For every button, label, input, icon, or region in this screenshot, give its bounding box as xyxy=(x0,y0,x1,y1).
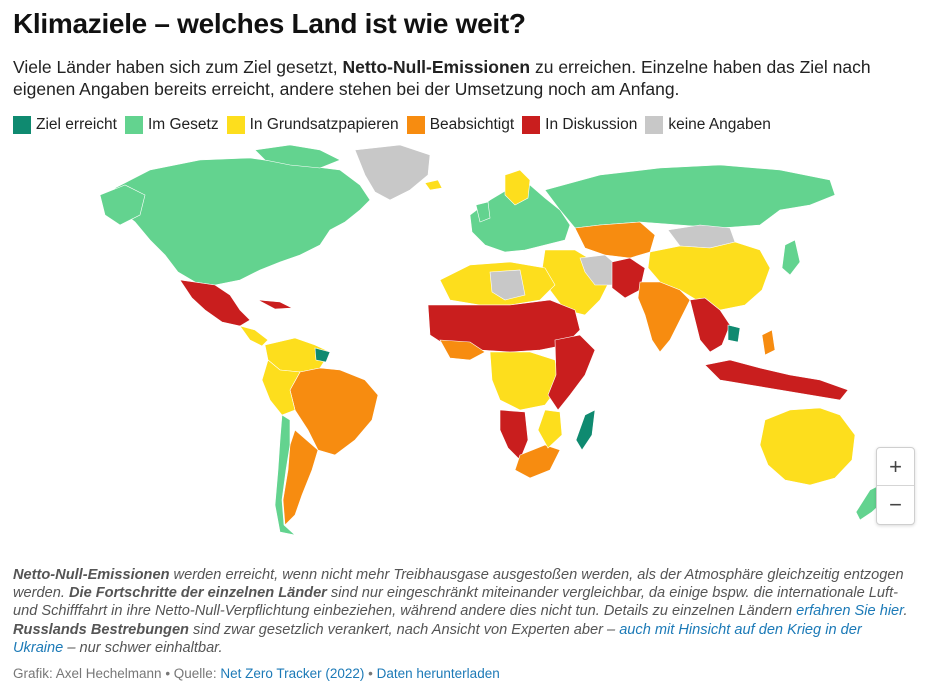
note-text-4: sind zwar gesetzlich verankert, nach Ans… xyxy=(188,621,620,638)
region-mozambique[interactable] xyxy=(537,409,563,449)
ukraine-link[interactable]: auch mit Hinsicht auf den Krieg in der U… xyxy=(13,621,862,656)
note-text-2: sind nur eingeschränkt miteinander vergl… xyxy=(13,585,899,620)
legend-item-beabsichtigt: Beabsichtigt xyxy=(406,116,515,134)
download-link[interactable]: Daten herunterladen xyxy=(376,666,500,681)
subtitle-text-1: Viele Länder haben sich zum Ziel gesetzt… xyxy=(13,57,343,77)
note-text-5: – nur schwer einhaltbar. xyxy=(63,639,223,656)
legend-swatch xyxy=(226,116,245,134)
region-central-africa[interactable] xyxy=(489,351,561,411)
legend: Ziel erreicht Im Gesetz In Grundsatzpapi… xyxy=(13,116,779,134)
region-scandinavia[interactable] xyxy=(504,169,531,206)
region-peru-bolivia[interactable] xyxy=(261,359,301,416)
region-southern-africa[interactable] xyxy=(514,444,561,479)
subtitle-bold: Netto-Null-Emissionen xyxy=(342,57,531,77)
footer-credit: Grafik: Axel Hechelmann • Quelle: xyxy=(13,666,221,681)
legend-item-grundsatzpapiere: In Grundsatzpapieren xyxy=(226,116,399,134)
region-india[interactable] xyxy=(637,281,691,353)
region-canada-islands[interactable] xyxy=(254,144,341,169)
legend-label: Im Gesetz xyxy=(147,116,219,133)
region-algeria[interactable] xyxy=(489,269,526,301)
world-map[interactable] xyxy=(0,140,925,555)
region-central-america[interactable] xyxy=(239,325,269,347)
source-link[interactable]: Net Zero Tracker (2022) xyxy=(220,666,365,681)
legend-label: In Grundsatzpapieren xyxy=(249,116,399,133)
zoom-control: + − xyxy=(876,447,915,525)
subtitle-text-2: zu erreichen. Einzelne haben das Ziel na… xyxy=(13,57,871,99)
zoom-in-button[interactable]: + xyxy=(877,448,914,486)
legend-item-in-diskussion: In Diskussion xyxy=(522,116,637,134)
note-bold-1: Netto-Null-Emissionen xyxy=(13,567,170,583)
footer-separator: • xyxy=(364,666,377,681)
region-west-africa[interactable] xyxy=(439,339,486,361)
note-text-3: . xyxy=(903,603,908,620)
region-southeast-asia[interactable] xyxy=(689,297,731,353)
legend-label: Beabsichtigt xyxy=(429,116,515,133)
region-vietnam[interactable] xyxy=(727,324,741,343)
footer: Grafik: Axel Hechelmann • Quelle: Net Ze… xyxy=(13,666,500,681)
region-mexico[interactable] xyxy=(179,279,251,327)
zoom-out-button[interactable]: − xyxy=(889,492,902,517)
page-title: Klimaziele – welches Land ist wie weit? xyxy=(13,8,526,39)
note-bold-2: Die Fortschritte der einzelnen Länder xyxy=(68,585,327,602)
legend-label: keine Angaben xyxy=(668,116,771,133)
legend-swatch xyxy=(522,116,541,134)
region-chile[interactable] xyxy=(274,414,297,536)
region-madagascar[interactable] xyxy=(575,409,596,451)
legend-item-im-gesetz: Im Gesetz xyxy=(124,116,219,134)
region-japan[interactable] xyxy=(781,239,801,276)
details-link[interactable]: erfahren Sie hier xyxy=(796,603,904,620)
legend-swatch xyxy=(406,116,425,134)
region-philippines[interactable] xyxy=(761,329,776,356)
legend-item-keine-angaben: keine Angaben xyxy=(645,116,771,134)
legend-swatch xyxy=(13,116,31,134)
region-southern-africa-west[interactable] xyxy=(499,409,529,461)
region-greenland[interactable] xyxy=(354,144,431,201)
region-north-america[interactable] xyxy=(114,157,371,286)
note-text-1: werden erreicht, wenn nicht mehr Treibha… xyxy=(13,567,904,602)
region-iceland[interactable] xyxy=(424,179,443,191)
region-alaska[interactable] xyxy=(99,184,146,226)
legend-swatch xyxy=(645,116,664,134)
region-cuba[interactable] xyxy=(257,299,294,310)
legend-label: In Diskussion xyxy=(545,116,638,133)
region-guyana[interactable] xyxy=(314,347,331,363)
region-uk[interactable] xyxy=(475,201,491,223)
region-east-africa[interactable] xyxy=(547,334,596,411)
region-indonesia[interactable] xyxy=(704,359,849,401)
region-australia[interactable] xyxy=(759,407,856,486)
region-argentina[interactable] xyxy=(282,429,319,526)
page-subtitle: Viele Länder haben sich zum Ziel gesetzt… xyxy=(13,56,913,100)
legend-label: Ziel erreicht xyxy=(36,116,117,133)
region-russia[interactable] xyxy=(544,164,836,229)
legend-item-ziel-erreicht: Ziel erreicht xyxy=(13,116,117,134)
region-kazakhstan[interactable] xyxy=(574,221,656,259)
map-notes: Netto-Null-Emissionen werden erreicht, w… xyxy=(13,566,913,657)
note-bold-3: Russlands Bestrebungen xyxy=(13,621,189,638)
legend-swatch xyxy=(124,116,143,134)
